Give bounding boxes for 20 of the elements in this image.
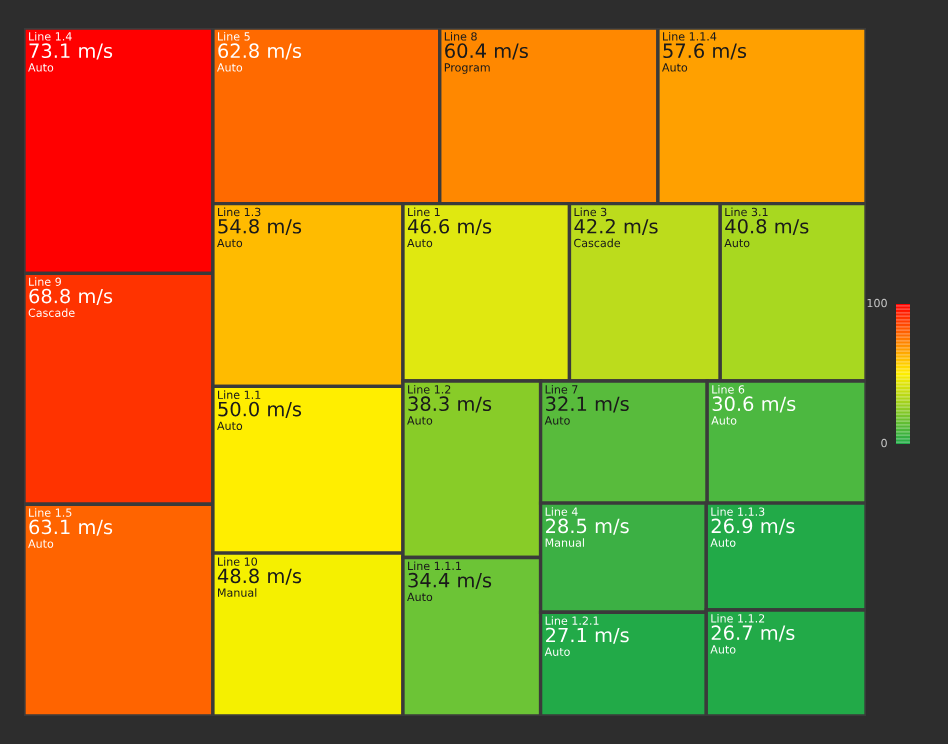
data-label: 34.4 m/s [408,572,492,590]
data-label: 48.8 m/s [217,568,302,585]
data-label: 50.0 m/s [218,401,302,418]
data-label: 26.7 m/s [711,625,795,642]
data-label: 32.1 m/s [546,396,629,413]
data-label: 54.8 m/s [218,218,302,236]
data-label: 46.6 m/s [407,218,492,236]
data-label: 26.9 m/s [711,518,795,535]
data-label: 68.8 m/s [29,288,113,305]
data-label: 63.1 m/s [29,519,113,536]
data-label: 40.8 m/s [725,218,809,236]
data-label: 38.3 m/s [408,396,492,413]
data-label: 62.8 m/s [218,43,302,60]
data-label: 28.5 m/s [546,518,629,535]
data-label: 30.6 m/s [712,396,796,413]
data-label: 57.6 m/s [663,43,747,60]
data-label: 60.4 m/s [445,43,528,60]
data-label: 27.1 m/s [546,627,629,644]
data-label: 73.1 m/s [29,43,113,60]
data-label: 42.2 m/s [574,218,658,236]
